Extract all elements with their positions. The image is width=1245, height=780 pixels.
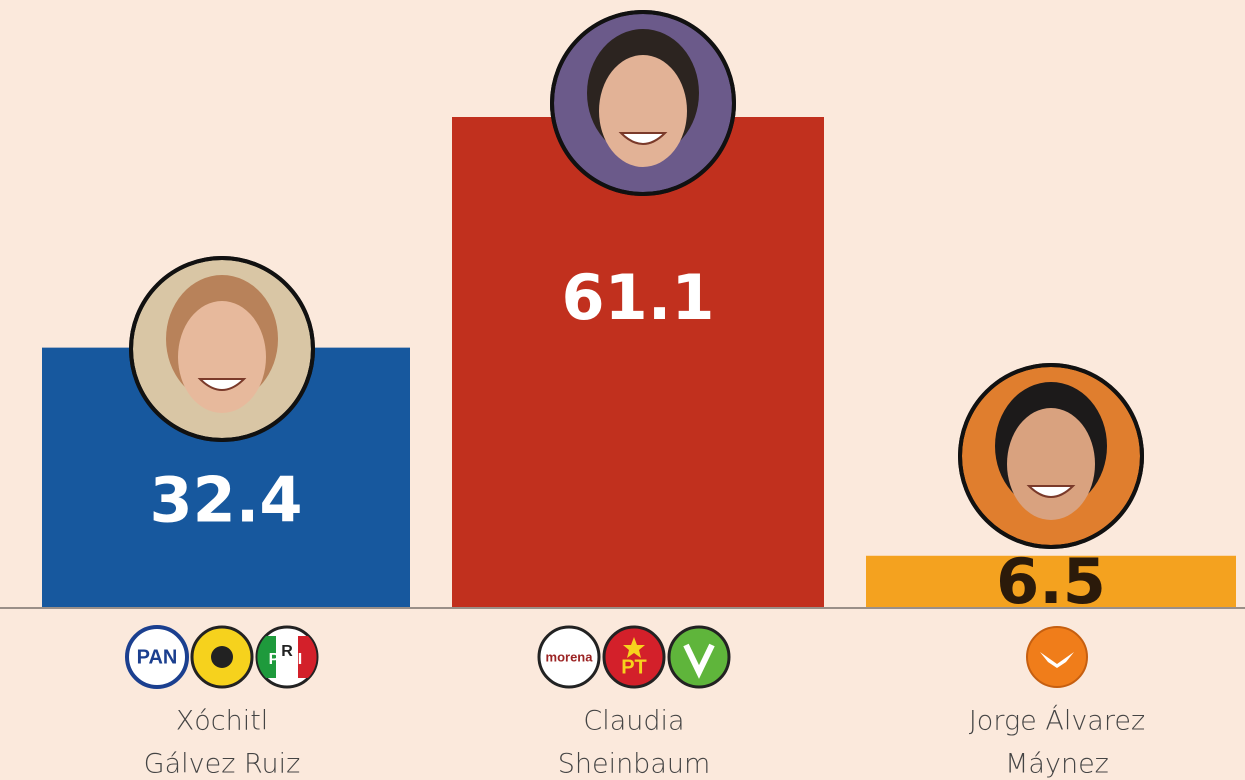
logo-text: R — [281, 643, 293, 660]
logo-text: PT — [621, 656, 647, 678]
logo-prd-sun — [211, 646, 233, 668]
candidate-name: Gálvez Ruiz — [144, 749, 301, 780]
party-logos: morena PT — [539, 627, 729, 687]
value-label: 61.1 — [562, 261, 715, 334]
candidate-name: Claudia — [583, 706, 684, 737]
candidate-photo — [131, 258, 313, 440]
logo-text: I — [298, 651, 302, 668]
party-logos: PAN P R I — [127, 627, 317, 687]
party-logos — [1027, 627, 1087, 687]
candidate-name: Xóchitl — [176, 706, 269, 737]
photo-face — [599, 55, 687, 167]
logo-text: P — [269, 651, 280, 668]
logo-text: morena — [546, 649, 594, 664]
candidate-photo — [552, 12, 734, 194]
photo-face — [1007, 408, 1095, 520]
photo-face — [178, 301, 266, 413]
chart: PAN P R I morena PT 32.4 Xóchitl Gálvez Ru… — [0, 0, 1245, 780]
logo-text: PAN — [137, 646, 178, 668]
candidate-photo — [960, 365, 1142, 547]
candidate-name: Máynez — [1005, 749, 1109, 780]
value-label: 6.5 — [996, 545, 1106, 618]
candidate-name: Sheinbaum — [558, 749, 711, 780]
logo-mc — [1027, 627, 1087, 687]
value-label: 32.4 — [150, 464, 303, 537]
candidate-name: Jorge Álvarez — [969, 705, 1145, 737]
